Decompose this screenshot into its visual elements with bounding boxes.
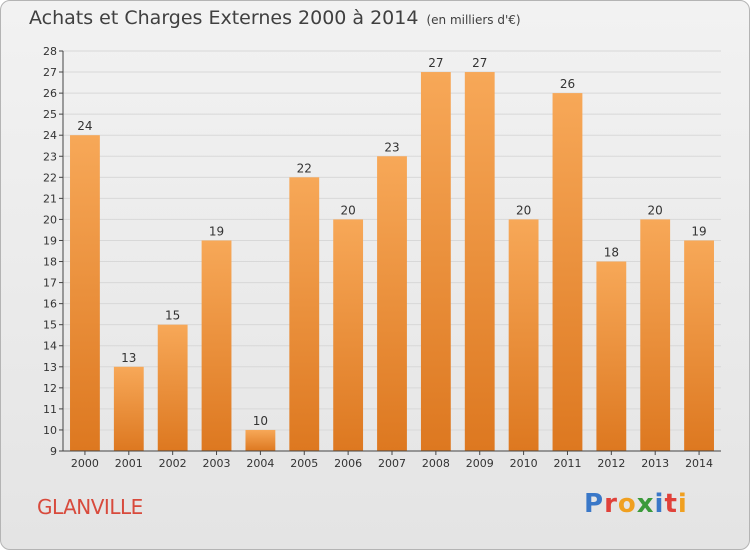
logo-letter: o: [617, 489, 637, 519]
y-tick-label: 15: [43, 319, 57, 332]
bar-value-label: 20: [648, 203, 663, 217]
y-tick-label: 27: [43, 66, 57, 79]
y-tick-label: 12: [43, 382, 57, 395]
bar: [596, 261, 627, 451]
bar: [157, 324, 188, 451]
x-tick-label: 2000: [71, 457, 99, 470]
bar-value-label: 19: [209, 224, 224, 238]
bar: [464, 72, 495, 451]
logo-letter: i: [654, 489, 665, 519]
x-tick-label: 2011: [553, 457, 581, 470]
bar-value-label: 15: [165, 309, 180, 323]
x-tick-label: 2012: [597, 457, 625, 470]
x-tick-label: 2013: [641, 457, 669, 470]
y-tick-label: 20: [43, 213, 57, 226]
bar-value-label: 10: [253, 414, 268, 428]
bar-value-label: 24: [77, 119, 92, 133]
x-tick-label: 2007: [378, 457, 406, 470]
proxiti-logo: Proxiti: [584, 489, 688, 519]
bar-value-label: 22: [297, 161, 312, 175]
logo-letter: i: [677, 489, 688, 519]
y-tick-label: 25: [43, 108, 57, 121]
logo-letter: t: [664, 489, 678, 519]
bar: [201, 240, 232, 451]
bar-value-label: 23: [384, 140, 399, 154]
y-tick-label: 16: [43, 298, 57, 311]
y-tick-label: 21: [43, 192, 57, 205]
x-tick-label: 2009: [466, 457, 494, 470]
y-tick-label: 22: [43, 171, 57, 184]
x-tick-label: 2008: [422, 457, 450, 470]
bar: [377, 156, 407, 451]
x-tick-label: 2002: [159, 457, 187, 470]
bar-value-label: 13: [121, 351, 136, 365]
y-tick-label: 23: [43, 150, 57, 163]
y-tick-label: 19: [43, 234, 57, 247]
bar: [113, 366, 144, 451]
bar: [684, 240, 714, 451]
bar: [70, 135, 100, 452]
y-tick-label: 14: [43, 340, 57, 353]
bar-value-label: 18: [604, 246, 619, 260]
y-tick-label: 24: [43, 129, 57, 142]
logo-letter: P: [584, 489, 605, 519]
y-tick-label: 17: [43, 277, 57, 290]
bar: [333, 219, 364, 451]
logo-letter: x: [636, 489, 655, 519]
x-tick-label: 2004: [246, 457, 274, 470]
chart-title-text: Achats et Charges Externes 2000 à 2014: [29, 7, 419, 29]
bar: [508, 219, 539, 451]
y-tick-label: 18: [43, 256, 57, 269]
y-tick-label: 10: [43, 424, 57, 437]
y-tick-label: 9: [50, 445, 57, 458]
y-tick-label: 26: [43, 87, 57, 100]
bar: [640, 219, 671, 451]
y-tick-label: 28: [43, 45, 57, 58]
bar-value-label: 20: [340, 203, 355, 217]
x-tick-label: 2003: [203, 457, 231, 470]
bar-value-label: 20: [516, 203, 531, 217]
chart-title: Achats et Charges Externes 2000 à 2014 (e…: [29, 7, 521, 29]
bar: [245, 429, 276, 451]
logo-letter: r: [604, 489, 618, 519]
commune-name: GLANVILLE: [37, 495, 143, 519]
unit-note: (en milliers d'€): [426, 13, 521, 27]
x-tick-label: 2010: [510, 457, 538, 470]
bar: [552, 93, 583, 452]
y-tick-label: 13: [43, 361, 57, 374]
bar-value-label: 19: [691, 224, 706, 238]
y-tick-label: 11: [43, 403, 57, 416]
x-tick-label: 2001: [115, 457, 143, 470]
x-tick-label: 2014: [685, 457, 713, 470]
bar-value-label: 27: [428, 56, 443, 70]
bar: [289, 177, 320, 451]
bar-value-label: 27: [472, 56, 487, 70]
bar-value-label: 26: [560, 77, 575, 91]
x-tick-label: 2006: [334, 457, 362, 470]
bar: [420, 72, 451, 451]
x-tick-label: 2005: [290, 457, 318, 470]
